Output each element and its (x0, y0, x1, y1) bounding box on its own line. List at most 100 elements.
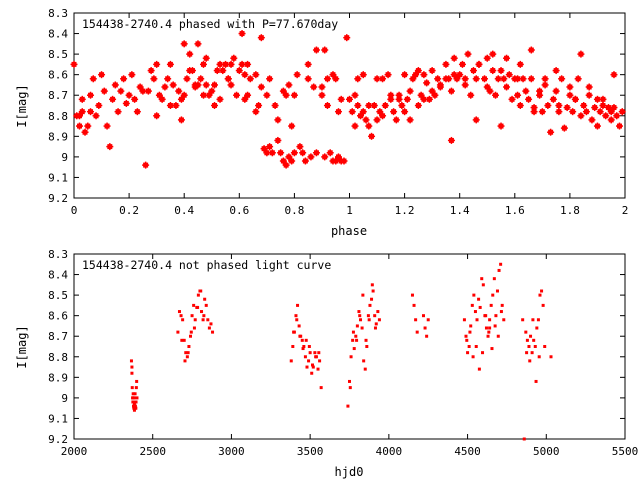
phased-data-point (610, 104, 618, 112)
phased-data-point (566, 91, 574, 99)
phased-data-point (227, 60, 235, 68)
phased-data-point (458, 60, 466, 68)
phased-data-point (558, 75, 566, 83)
phased-data-point (326, 149, 334, 157)
phased-data-point (84, 122, 92, 130)
phased-data-point (109, 95, 117, 103)
phased-data-point (133, 108, 141, 116)
unphased-data-point (488, 318, 492, 322)
phased-data-point (588, 116, 596, 124)
phased-data-point (547, 128, 555, 136)
phased-data-point (202, 54, 210, 62)
phased-data-point (447, 136, 455, 144)
phased-data-point (577, 112, 585, 120)
unphased-data-point (183, 359, 187, 363)
phased-data-point (76, 112, 84, 120)
unphased-data-point (493, 324, 497, 328)
phased-data-point (106, 143, 114, 151)
unphased-data-point (185, 355, 189, 359)
unphased-data-point (303, 355, 307, 359)
unphased-data-point (134, 406, 138, 410)
phased-data-point (136, 83, 144, 91)
phased-data-point (153, 112, 161, 120)
phased-data-point (376, 108, 384, 116)
unphased-data-point (184, 351, 188, 355)
unphased-data-point (176, 330, 180, 334)
phased-data-point (128, 71, 136, 79)
phased-data-point (373, 116, 381, 124)
phased-data-point (516, 60, 524, 68)
unphased-data-point (348, 386, 352, 390)
unphased-data-point (362, 359, 366, 363)
phased-plot-title: 154438-2740.4 phased with P=77.670day (82, 17, 338, 31)
phased-data-point (147, 67, 155, 75)
phased-data-point (290, 149, 298, 157)
unphased-data-point (204, 303, 208, 307)
unphased-data-point (522, 437, 526, 441)
phased-data-point (332, 75, 340, 83)
phased-data-point (307, 153, 315, 161)
unphased-data-point (484, 314, 488, 318)
phased-data-point (166, 60, 174, 68)
phased-data-point (321, 46, 329, 54)
phased-data-point (114, 108, 122, 116)
phased-data-point (569, 108, 577, 116)
unphased-data-point (533, 345, 537, 348)
phased-data-point (365, 102, 373, 109)
unphased-data-point (206, 318, 210, 322)
unphased-data-point (360, 326, 364, 330)
phased-data-point (131, 95, 139, 103)
phased-y-tick-label: 9 (61, 151, 68, 164)
phased-data-point (431, 91, 439, 99)
unphased-data-point (534, 379, 538, 383)
unphased-data-point (499, 310, 503, 314)
unphased-y-tick-label: 8.5 (48, 289, 68, 302)
phased-data-point (153, 60, 161, 68)
unphased-y-tick-label: 8.9 (48, 371, 68, 384)
phased-data-point (607, 116, 615, 124)
unphased-light-curve-plot: 2000 2500 3000 3500 4000 4500 5000 5500 8.3 8.4 8.… (15, 248, 638, 479)
phased-data-point (541, 81, 549, 89)
phased-data-point (406, 116, 414, 124)
phased-data-point (519, 75, 527, 83)
phased-data-point (310, 83, 318, 91)
phased-data-point (453, 75, 461, 83)
phased-y-tick-label: 9.1 (48, 171, 68, 184)
unphased-data-point (541, 303, 545, 307)
unphased-data-point (500, 303, 504, 307)
unphased-data-point (296, 303, 300, 307)
unphased-data-point (488, 326, 492, 330)
unphased-data-point (294, 314, 298, 318)
unphased-data-point (373, 326, 377, 330)
phased-data-point (180, 40, 188, 48)
unphased-data-point (371, 289, 375, 293)
unphased-data-point (132, 408, 136, 412)
unphased-data-point (357, 310, 361, 314)
unphased-data-point (373, 314, 377, 318)
phased-data-point (574, 75, 582, 83)
phased-data-point (216, 60, 224, 68)
unphased-data-point (480, 277, 484, 281)
phased-data-point (260, 145, 268, 153)
unphased-data-point (307, 359, 311, 363)
phased-data-point (549, 95, 557, 103)
phased-data-point (497, 122, 505, 130)
unphased-data-point (316, 367, 320, 371)
unphased-data-point (318, 359, 322, 363)
phased-data-point (362, 116, 370, 124)
phased-data-point (98, 71, 106, 79)
phased-data-point (122, 99, 130, 107)
unphased-data-point (181, 318, 185, 322)
phased-data-point (277, 149, 285, 157)
unphased-data-point (468, 330, 472, 334)
unphased-data-point (376, 310, 380, 314)
unphased-data-point (535, 326, 539, 330)
unphased-data-point (491, 293, 495, 297)
unphased-x-tick-label: 3500 (297, 445, 324, 458)
unphased-data-point (537, 355, 541, 359)
unphased-data-point (543, 345, 547, 348)
phased-data-point (323, 75, 331, 83)
unphased-data-point (351, 330, 355, 334)
phased-data-point (144, 87, 152, 95)
phased-data-point (387, 91, 395, 99)
